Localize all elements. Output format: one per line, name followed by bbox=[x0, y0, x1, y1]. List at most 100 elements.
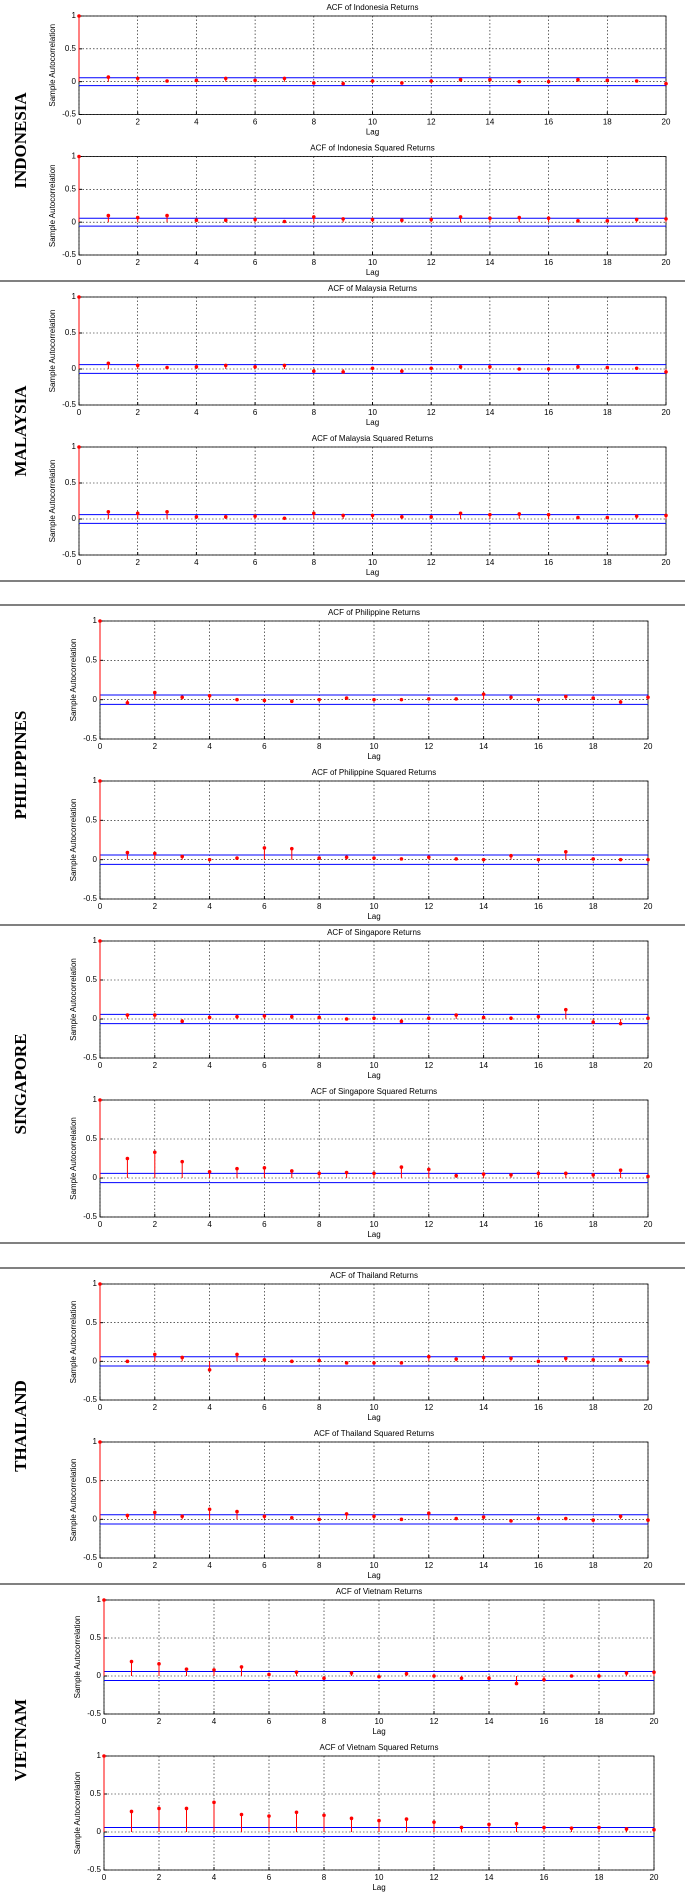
y-tick-label: 1 bbox=[93, 616, 98, 625]
x-tick-label: 2 bbox=[153, 1220, 158, 1229]
x-tick-label: 0 bbox=[77, 258, 82, 267]
stem-marker bbox=[509, 853, 513, 858]
stem-marker bbox=[591, 1020, 595, 1024]
stem-marker bbox=[290, 846, 294, 851]
stem-marker bbox=[153, 690, 157, 695]
stem-marker bbox=[344, 1512, 349, 1516]
y-tick-label: 0 bbox=[93, 1514, 98, 1523]
x-tick-label: 4 bbox=[207, 742, 212, 751]
x-tick-label: 14 bbox=[479, 1061, 488, 1070]
stem-marker bbox=[576, 365, 580, 369]
chart-title: ACF of Malaysia Squared Returns bbox=[312, 434, 433, 443]
stem-marker bbox=[454, 1013, 459, 1017]
stem-marker bbox=[262, 1357, 267, 1362]
y-tick-label: -0.5 bbox=[83, 894, 97, 903]
y-tick-label: 0 bbox=[72, 514, 77, 523]
stem-marker bbox=[646, 1174, 650, 1179]
stem-marker bbox=[180, 1355, 184, 1360]
stem-marker bbox=[184, 1667, 189, 1671]
stem-marker bbox=[106, 75, 111, 79]
stem-marker bbox=[634, 79, 639, 83]
x-tick-label: 18 bbox=[589, 1220, 598, 1229]
y-axis-label: Sample Autocorrelation bbox=[48, 460, 57, 543]
stem-marker bbox=[591, 1357, 595, 1362]
stem-marker bbox=[546, 216, 551, 221]
stem-marker bbox=[262, 1514, 267, 1519]
stem-marker bbox=[180, 1019, 184, 1024]
x-tick-label: 6 bbox=[262, 902, 267, 911]
y-tick-label: 1 bbox=[72, 442, 77, 451]
x-tick-label: 6 bbox=[267, 1873, 272, 1882]
stem-marker bbox=[542, 1678, 546, 1682]
stem-marker bbox=[427, 1016, 431, 1021]
stem-marker bbox=[282, 516, 287, 521]
x-tick-label: 14 bbox=[479, 1561, 488, 1570]
y-tick-label: 0 bbox=[93, 855, 98, 864]
stem-marker bbox=[235, 1166, 239, 1171]
y-axis-label: Sample Autocorrelation bbox=[69, 639, 78, 722]
stem-marker bbox=[514, 1821, 519, 1826]
stem-marker bbox=[427, 855, 431, 860]
stem-marker bbox=[370, 217, 375, 222]
x-tick-label: 8 bbox=[317, 1403, 322, 1412]
stem-marker bbox=[664, 513, 668, 518]
x-tick-label: 2 bbox=[153, 1403, 158, 1412]
stem-marker bbox=[652, 1827, 656, 1832]
x-tick-label: 8 bbox=[322, 1873, 327, 1882]
stem-marker bbox=[372, 856, 376, 860]
x-tick-label: 8 bbox=[317, 1220, 322, 1229]
x-tick-label: 16 bbox=[534, 1561, 543, 1570]
stem-marker bbox=[459, 1825, 464, 1830]
stem-marker bbox=[454, 1173, 459, 1178]
stem-marker bbox=[427, 1167, 431, 1172]
chart-title: ACF of Singapore Squared Returns bbox=[311, 1087, 437, 1096]
y-axis-label: Sample Autocorrelation bbox=[73, 1772, 82, 1855]
stem-marker bbox=[165, 213, 169, 218]
y-tick-label: 0.5 bbox=[86, 1318, 98, 1327]
stem-marker bbox=[207, 693, 212, 698]
y-tick-label: 1 bbox=[93, 936, 98, 945]
stem-marker bbox=[262, 1166, 267, 1170]
stem-marker bbox=[646, 1518, 650, 1522]
x-tick-label: 18 bbox=[589, 902, 598, 911]
stem-marker bbox=[157, 1806, 161, 1811]
x-tick-label: 8 bbox=[317, 1561, 322, 1570]
stem-marker bbox=[605, 515, 610, 520]
stem-marker bbox=[458, 365, 463, 369]
x-tick-label: 4 bbox=[207, 1403, 212, 1412]
stem-marker bbox=[239, 1665, 244, 1669]
y-axis-label: Sample Autocorrelation bbox=[69, 1117, 78, 1200]
stem-marker bbox=[312, 81, 316, 85]
stem-marker bbox=[404, 1671, 409, 1676]
x-tick-label: 10 bbox=[368, 408, 377, 417]
x-tick-label: 16 bbox=[534, 1220, 543, 1229]
x-tick-label: 10 bbox=[370, 902, 379, 911]
x-tick-label: 8 bbox=[317, 742, 322, 751]
x-tick-label: 4 bbox=[194, 258, 199, 267]
stem-marker bbox=[605, 219, 610, 223]
stem-marker bbox=[427, 1511, 431, 1515]
stem-marker bbox=[235, 1352, 239, 1357]
stem-marker bbox=[624, 1827, 629, 1831]
x-axis-label: Lag bbox=[367, 752, 380, 761]
stem-marker bbox=[344, 1170, 349, 1175]
y-tick-label: 0 bbox=[72, 217, 77, 226]
y-axis-label: Sample Autocorrelation bbox=[73, 1616, 82, 1699]
chart-title: ACF of Thailand Squared Returns bbox=[314, 1429, 434, 1438]
stem-marker bbox=[509, 1356, 513, 1361]
x-tick-label: 16 bbox=[544, 408, 553, 417]
x-tick-label: 8 bbox=[317, 1061, 322, 1070]
x-tick-label: 14 bbox=[479, 1220, 488, 1229]
y-tick-label: 0.5 bbox=[65, 44, 77, 53]
x-tick-label: 10 bbox=[370, 1561, 379, 1570]
stem-marker bbox=[481, 1172, 486, 1176]
x-axis-label: Lag bbox=[367, 1230, 380, 1239]
x-tick-label: 4 bbox=[207, 1061, 212, 1070]
x-tick-label: 12 bbox=[427, 408, 436, 417]
stem-marker bbox=[135, 363, 140, 368]
stem-marker bbox=[194, 218, 199, 222]
stem-marker bbox=[180, 1514, 184, 1519]
stem-marker bbox=[618, 700, 623, 704]
x-tick-label: 16 bbox=[540, 1717, 549, 1726]
stem-marker bbox=[458, 77, 463, 82]
